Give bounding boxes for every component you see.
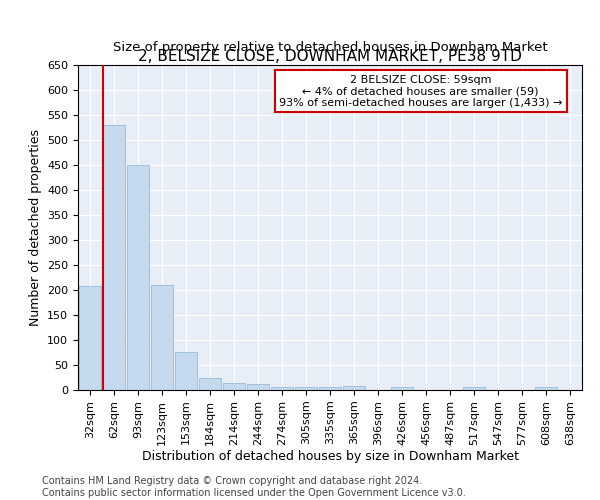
Text: 2 BELSIZE CLOSE: 59sqm
← 4% of detached houses are smaller (59)
93% of semi-deta: 2 BELSIZE CLOSE: 59sqm ← 4% of detached …	[279, 74, 562, 108]
Bar	[103, 125, 125, 390]
Bar	[127, 165, 149, 390]
X-axis label: Distribution of detached houses by size in Downham Market: Distribution of detached houses by size …	[142, 450, 518, 464]
Text: Size of property relative to detached houses in Downham Market: Size of property relative to detached ho…	[113, 40, 547, 54]
Title: 2, BELSIZE CLOSE, DOWNHAM MARKET, PE38 9TD: 2, BELSIZE CLOSE, DOWNHAM MARKET, PE38 9…	[138, 49, 522, 64]
Y-axis label: Number of detached properties: Number of detached properties	[29, 129, 41, 326]
Bar	[391, 387, 413, 390]
Bar	[535, 387, 557, 390]
Bar	[79, 286, 101, 390]
Bar	[223, 383, 245, 390]
Bar	[271, 387, 293, 390]
Bar	[199, 378, 221, 390]
Bar	[319, 387, 341, 390]
Text: Contains HM Land Registry data © Crown copyright and database right 2024.
Contai: Contains HM Land Registry data © Crown c…	[42, 476, 466, 498]
Bar	[295, 387, 317, 390]
Bar	[151, 285, 173, 390]
Bar	[463, 387, 485, 390]
Bar	[343, 386, 365, 390]
Bar	[175, 352, 197, 390]
Bar	[247, 384, 269, 390]
